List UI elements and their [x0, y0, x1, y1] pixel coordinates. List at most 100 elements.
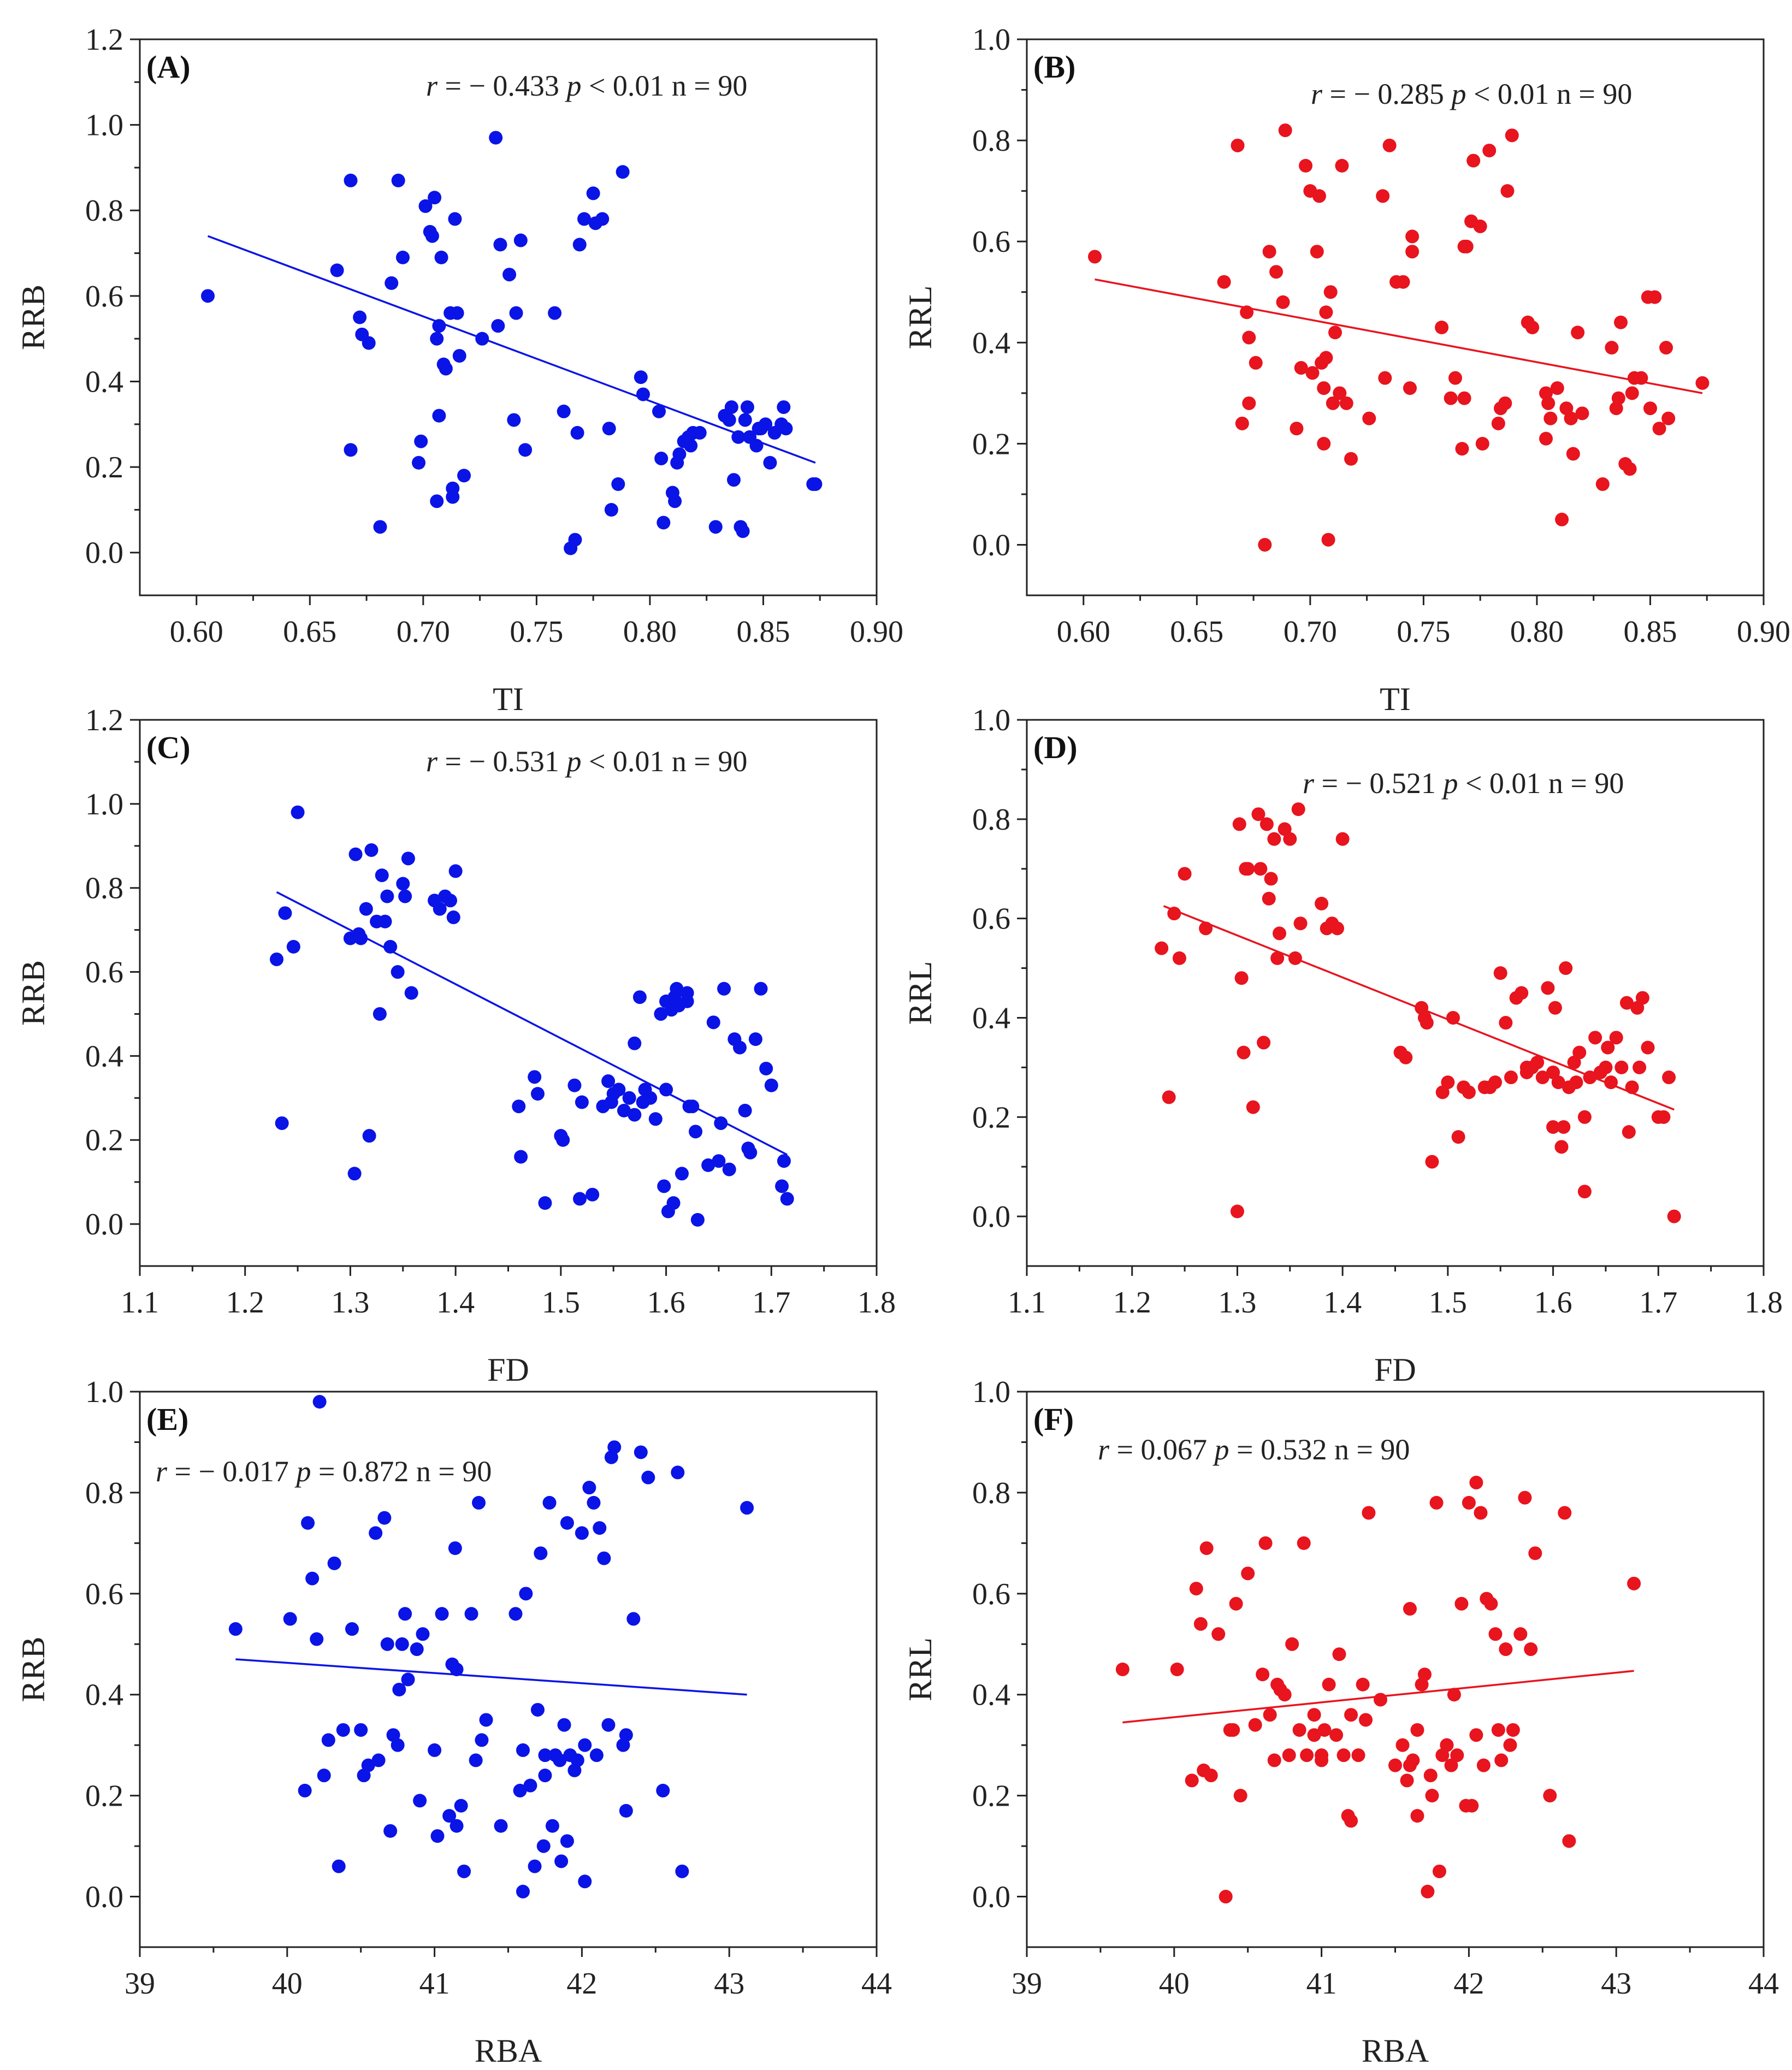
y-tick-label-a: 0.8	[85, 194, 123, 228]
data-point-c	[738, 1103, 752, 1117]
data-point-e	[377, 1511, 392, 1525]
data-point-a	[430, 332, 444, 346]
x-axis-label-a: TI	[493, 681, 524, 717]
stat-r-label-b: r	[1311, 78, 1323, 110]
y-tick-label-f: 1.0	[972, 1375, 1010, 1409]
data-point-a	[548, 306, 562, 320]
data-point-e	[317, 1769, 331, 1783]
stat-r-label-c: r	[426, 745, 438, 778]
data-point-a	[412, 456, 426, 470]
data-point-f	[1315, 1748, 1329, 1763]
data-point-d	[1519, 1065, 1534, 1079]
y-tick-label-b: 0.6	[972, 225, 1010, 259]
data-point-d	[1530, 1055, 1545, 1069]
data-point-f	[1336, 1748, 1351, 1763]
data-point-d	[1546, 1065, 1560, 1079]
data-point-c	[270, 952, 284, 966]
data-point-f	[1374, 1693, 1388, 1707]
x-tick-label-d: 1.6	[1534, 1286, 1572, 1320]
data-point-e	[448, 1541, 462, 1556]
data-point-d	[1488, 1075, 1503, 1090]
data-point-d	[1399, 1050, 1413, 1064]
data-point-d	[1241, 862, 1255, 876]
data-point-c	[556, 1133, 570, 1147]
data-point-b	[1231, 138, 1245, 152]
data-point-d	[1577, 1185, 1592, 1199]
data-point-d	[1232, 817, 1246, 831]
data-point-d	[1572, 1045, 1587, 1060]
data-point-c	[722, 1162, 736, 1176]
data-point-b	[1299, 158, 1313, 173]
data-point-f	[1432, 1864, 1446, 1878]
data-point-c	[748, 1032, 762, 1046]
data-point-d	[1446, 1010, 1460, 1025]
data-point-e	[534, 1546, 548, 1560]
data-point-e	[516, 1743, 530, 1757]
regression-line-a	[207, 235, 816, 464]
data-point-e	[380, 1637, 394, 1651]
data-point-a	[577, 212, 592, 226]
data-point-f	[1226, 1723, 1240, 1737]
x-tick-label-b: 0.70	[1284, 615, 1337, 649]
x-axis-label-d: FD	[1374, 1352, 1416, 1388]
data-point-b	[1491, 416, 1505, 430]
data-point-b	[1475, 436, 1489, 451]
data-point-d	[1554, 1140, 1569, 1154]
data-point-e	[494, 1819, 508, 1833]
x-tick-label-f: 44	[1748, 1967, 1779, 2001]
data-point-d	[1253, 862, 1268, 876]
stat-n-e: n = 90	[416, 1455, 492, 1488]
data-point-a	[657, 516, 671, 530]
data-point-c	[354, 931, 368, 945]
data-point-d	[1251, 807, 1265, 821]
data-point-a	[344, 443, 358, 457]
stats-annotation-b: r = − 0.285 p < 0.01 n = 90	[1311, 78, 1632, 110]
data-point-d	[1162, 1090, 1176, 1104]
x-tick-label-e: 40	[272, 1967, 303, 2001]
data-point-d	[1557, 1120, 1571, 1134]
data-point-e	[310, 1632, 324, 1646]
data-point-e	[430, 1829, 445, 1843]
data-point-e	[283, 1612, 297, 1626]
y-axis-label-f: RRL	[902, 1637, 938, 1701]
data-point-b	[1614, 315, 1628, 329]
data-point-b	[1258, 537, 1272, 552]
data-point-a	[414, 434, 428, 448]
data-point-f	[1185, 1773, 1199, 1788]
stat-n-d: n = 90	[1548, 767, 1624, 800]
data-point-a	[779, 422, 793, 436]
x-tick-label-d: 1.8	[1744, 1286, 1783, 1320]
stat-n-a: n = 90	[672, 69, 747, 102]
data-point-b	[1652, 422, 1666, 436]
data-point-a	[724, 400, 738, 414]
data-point-f	[1359, 1713, 1373, 1727]
data-point-f	[1204, 1769, 1218, 1783]
data-point-a	[489, 131, 503, 145]
data-point-b	[1566, 447, 1580, 461]
data-point-e	[428, 1743, 442, 1757]
x-tick-label-a: 0.85	[736, 615, 790, 649]
data-point-c	[601, 1074, 616, 1089]
data-point-d	[1420, 1016, 1434, 1030]
data-point-b	[1310, 245, 1324, 259]
y-tick-label-f: 0.6	[972, 1577, 1010, 1611]
data-point-b	[1278, 123, 1292, 138]
data-point-e	[413, 1794, 427, 1808]
data-point-c	[391, 965, 405, 979]
data-point-e	[327, 1556, 341, 1570]
panel-label-b: (B)	[1033, 49, 1075, 85]
data-point-d	[1604, 1075, 1618, 1090]
stats-annotation-e: r = − 0.017 p = 0.872 n = 90	[156, 1455, 492, 1488]
data-point-d	[1515, 986, 1529, 1000]
x-tick-label-c: 1.1	[121, 1286, 159, 1320]
data-point-d	[1178, 867, 1192, 881]
data-point-d	[1425, 1155, 1439, 1169]
data-point-f	[1469, 1475, 1483, 1489]
data-point-f	[1444, 1758, 1458, 1772]
data-point-c	[622, 1091, 636, 1105]
stat-n-f: n = 90	[1334, 1433, 1410, 1466]
data-point-c	[275, 1116, 289, 1130]
data-point-a	[491, 319, 505, 333]
data-point-c	[628, 1036, 642, 1050]
data-point-c	[364, 843, 378, 857]
